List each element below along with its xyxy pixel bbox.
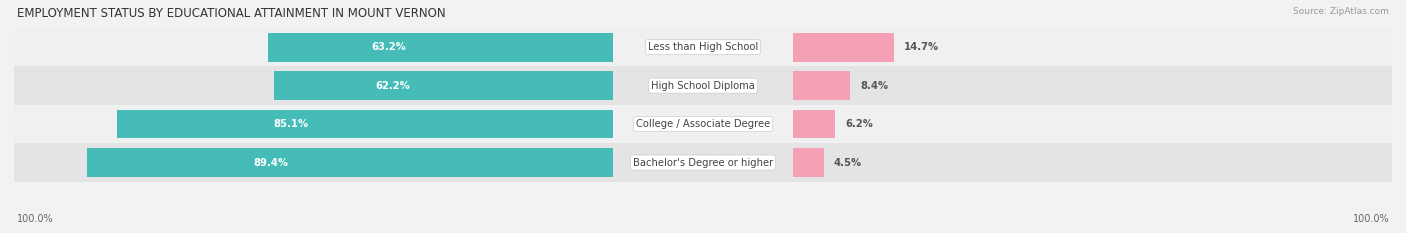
Text: Less than High School: Less than High School [648, 42, 758, 52]
Bar [117, 110, 613, 138]
Bar [793, 33, 894, 62]
Bar [793, 110, 835, 138]
Text: 100.0%: 100.0% [17, 214, 53, 224]
Text: 6.2%: 6.2% [845, 119, 873, 129]
Text: 8.4%: 8.4% [860, 81, 889, 91]
Text: Source: ZipAtlas.com: Source: ZipAtlas.com [1294, 7, 1389, 16]
Bar [267, 33, 613, 62]
Text: 89.4%: 89.4% [254, 158, 288, 168]
Text: 100.0%: 100.0% [1353, 214, 1389, 224]
Bar [14, 66, 1392, 105]
Text: High School Diploma: High School Diploma [651, 81, 755, 91]
Bar [274, 71, 613, 100]
Bar [14, 143, 1392, 182]
Text: 4.5%: 4.5% [834, 158, 862, 168]
Bar [14, 105, 1392, 143]
Text: 62.2%: 62.2% [375, 81, 411, 91]
Text: 63.2%: 63.2% [371, 42, 406, 52]
Bar [793, 148, 824, 177]
Bar [87, 148, 613, 177]
Text: 85.1%: 85.1% [273, 119, 308, 129]
Text: 14.7%: 14.7% [904, 42, 939, 52]
Text: EMPLOYMENT STATUS BY EDUCATIONAL ATTAINMENT IN MOUNT VERNON: EMPLOYMENT STATUS BY EDUCATIONAL ATTAINM… [17, 7, 446, 20]
Bar [14, 28, 1392, 66]
Bar [793, 71, 851, 100]
Text: College / Associate Degree: College / Associate Degree [636, 119, 770, 129]
Text: Bachelor's Degree or higher: Bachelor's Degree or higher [633, 158, 773, 168]
